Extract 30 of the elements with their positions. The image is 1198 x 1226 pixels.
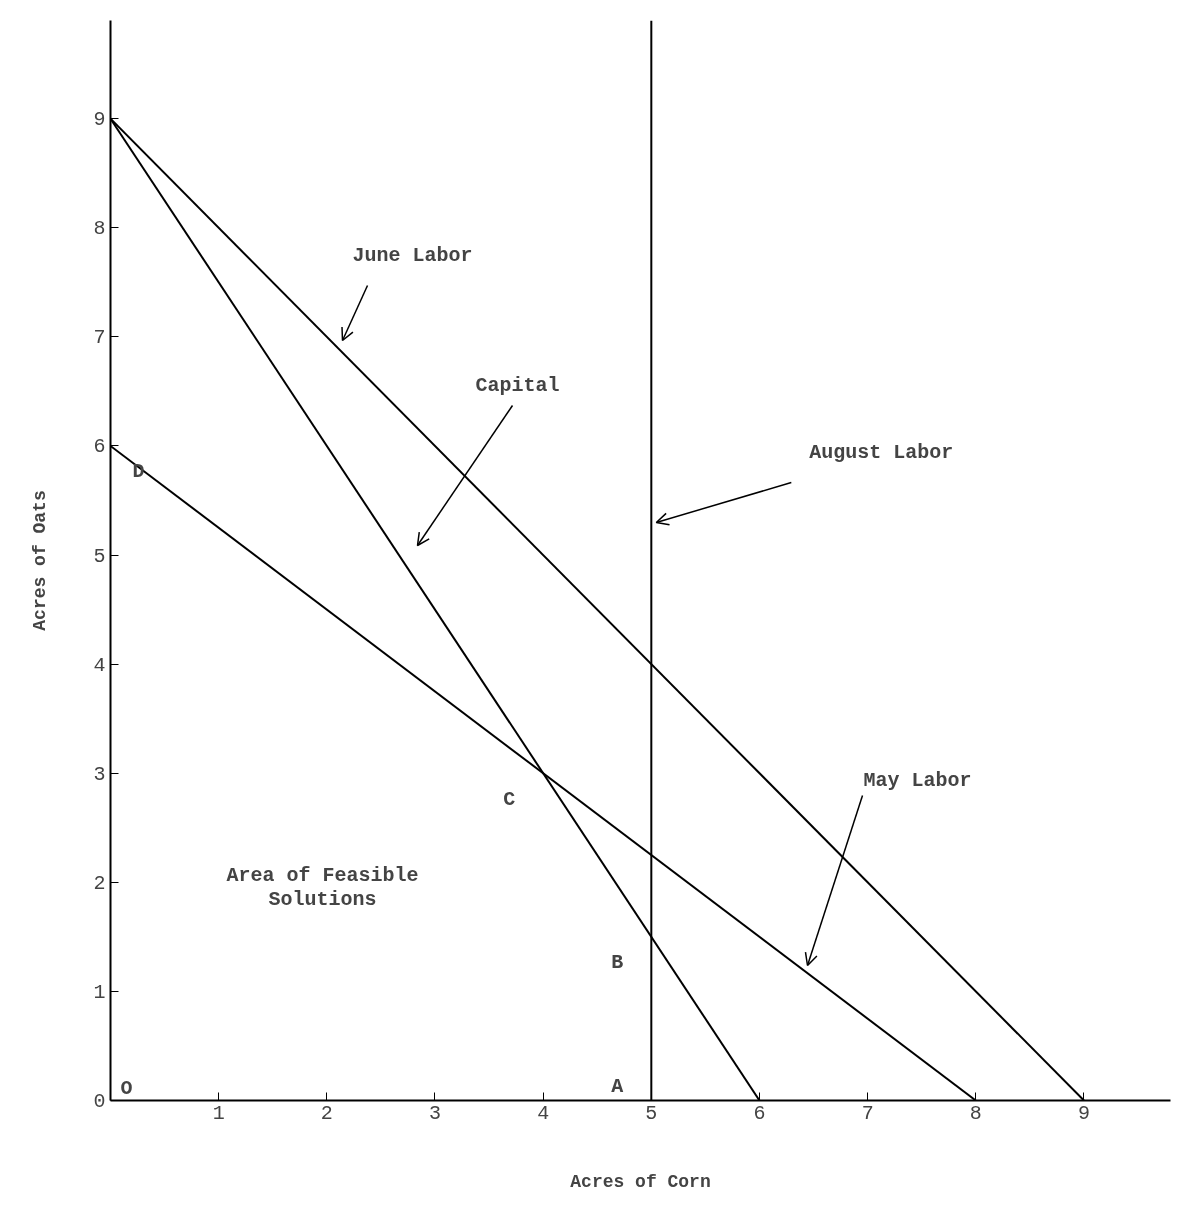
annotation: May Labor <box>863 769 972 792</box>
y-tick-label: 5 <box>93 544 106 568</box>
annotation: B <box>611 951 624 975</box>
x-tick-label: 6 <box>753 1101 766 1125</box>
y-axis-title: Acres of Oats <box>30 490 51 631</box>
y-tick-label: 2 <box>93 871 106 895</box>
x-tick-label: 9 <box>1077 1101 1090 1125</box>
x-axis-title: Acres of Corn <box>570 1171 711 1192</box>
x-tick-label: 8 <box>969 1101 982 1125</box>
y-tick-label: 6 <box>93 435 106 459</box>
x-tick-label: 7 <box>861 1101 874 1125</box>
x-tick-label: 5 <box>645 1101 658 1125</box>
y-tick-label: 0 <box>93 1090 106 1113</box>
y-tick-label: 8 <box>93 217 106 241</box>
x-tick-label: 3 <box>428 1101 441 1125</box>
annotation: A <box>611 1075 624 1098</box>
x-tick-label: 4 <box>537 1101 550 1125</box>
ref-line-label: August Labor <box>809 441 954 464</box>
annotation: C <box>503 787 516 811</box>
annotation: Area of Feasible Solutions <box>226 864 419 911</box>
y-tick-label: 1 <box>93 980 106 1004</box>
x-tick-label: 1 <box>212 1101 225 1125</box>
annotation: Capital <box>475 374 560 397</box>
y-tick-label: 7 <box>93 326 106 350</box>
annotation: O <box>120 1077 133 1100</box>
y-tick-label: 3 <box>93 762 106 786</box>
y-tick-label: 4 <box>93 653 106 677</box>
annotation: June Labor <box>352 244 473 267</box>
y-tick-label: 9 <box>93 108 106 132</box>
x-tick-label: 2 <box>320 1101 333 1125</box>
